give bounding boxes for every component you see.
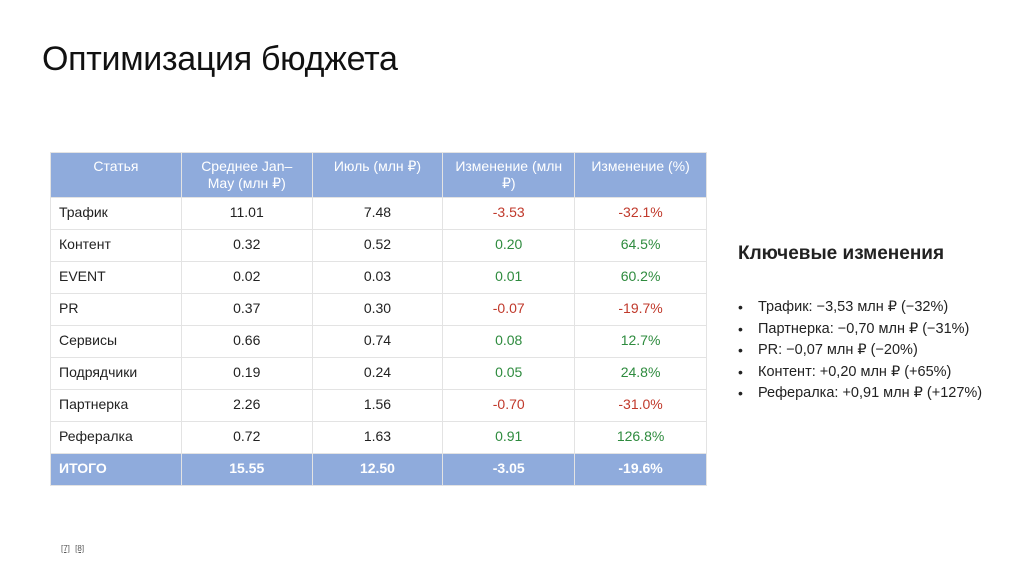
row-label: Контент [50, 229, 182, 262]
key-change-text: Контент: +0,20 млн ₽ (+65%) [758, 363, 952, 380]
row-july: 0.30 [311, 293, 444, 326]
row-july: 0.52 [311, 229, 444, 262]
row-change: 0.08 [442, 325, 576, 358]
row-july: 0.03 [311, 261, 444, 294]
bullet-icon: • [738, 342, 743, 358]
row-change-pct: 126.8% [574, 421, 707, 454]
row-change-pct: 12.7% [574, 325, 707, 358]
row-change-pct: -19.7% [574, 293, 707, 326]
row-july: 1.63 [311, 421, 444, 454]
table-row: Трафик 11.01 7.48 -3.53 -32.1% [50, 197, 707, 230]
row-avg: 0.02 [180, 261, 313, 294]
row-july: 0.74 [311, 325, 444, 358]
row-change-pct: 64.5% [574, 229, 707, 262]
footnote-link[interactable]: [8] [75, 544, 85, 553]
key-change-item: • Партнерка: −0,70 млн ₽ (−31%) [738, 319, 1018, 341]
row-change-pct: -31.0% [574, 389, 707, 422]
key-change-text: PR: −0,07 млн ₽ (−20%) [758, 342, 918, 358]
bullet-icon: • [738, 320, 743, 337]
table-header-row: Статья Среднее Jan–May (млн ₽) Июль (млн… [50, 152, 707, 198]
row-change: -0.07 [442, 293, 576, 326]
row-change: 0.05 [442, 357, 576, 390]
row-avg: 0.66 [180, 325, 313, 358]
table-row: Подрядчики 0.19 0.24 0.05 24.8% [50, 357, 707, 390]
row-change: -3.53 [442, 197, 576, 230]
row-label: Рефералка [50, 421, 182, 454]
table-row: Рефералка 0.72 1.63 0.91 126.8% [50, 421, 707, 454]
row-label: Сервисы [50, 325, 182, 358]
row-change-pct: 24.8% [574, 357, 707, 390]
row-label: Подрядчики [50, 357, 182, 390]
row-avg: 0.37 [180, 293, 313, 326]
row-july: 7.48 [311, 197, 444, 230]
key-change-item: • Трафик: −3,53 млн ₽ (−32%) [738, 297, 1018, 319]
key-change-text: Партнерка: −0,70 млн ₽ (−31%) [758, 320, 970, 337]
key-change-item: • PR: −0,07 млн ₽ (−20%) [738, 340, 1018, 362]
row-avg: 11.01 [180, 197, 313, 230]
row-label: PR [50, 293, 182, 326]
footnote-link[interactable]: [7] [61, 544, 70, 553]
total-july: 12.50 [311, 453, 444, 486]
row-change-pct: 60.2% [574, 261, 707, 294]
table-body: Трафик 11.01 7.48 -3.53 -32.1% Контент 0.32 0.5… [50, 197, 707, 454]
header-change-pct: Изменение (%) [574, 152, 707, 198]
header-change: Изменение (млн ₽) [442, 152, 576, 198]
row-change: 0.20 [442, 229, 576, 262]
header-item: Статья [50, 152, 182, 198]
row-label: EVENT [50, 261, 182, 294]
header-july: Июль (млн ₽) [311, 152, 444, 198]
table-total-row: ИТОГО 15.55 12.50 -3.05 -19.6% [50, 453, 707, 486]
row-avg: 0.19 [180, 357, 313, 390]
row-july: 1.56 [311, 389, 444, 422]
row-change: 0.91 [442, 421, 576, 454]
key-change-text: Трафик: −3,53 млн ₽ (−32%) [758, 299, 949, 315]
key-changes-list: • Трафик: −3,53 млн ₽ (−32%) • Партнерка: −… [738, 297, 1018, 405]
table-row: Контент 0.32 0.52 0.20 64.5% [50, 229, 707, 262]
key-changes-heading: Ключевые изменения [738, 243, 945, 264]
key-change-item: • Контент: +0,20 млн ₽ (+65%) [738, 362, 1018, 384]
key-change-text: Рефералка: +0,91 млн ₽ (+127%) [758, 385, 983, 401]
row-change-pct: -32.1% [574, 197, 707, 230]
total-avg: 15.55 [180, 453, 313, 486]
row-change: -0.70 [442, 389, 576, 422]
header-avg: Среднее Jan–May (млн ₽) [180, 152, 313, 198]
budget-table: Статья Среднее Jan–May (млн ₽) Июль (млн… [50, 152, 707, 486]
table-row: EVENT 0.02 0.03 0.01 60.2% [50, 261, 707, 294]
bullet-icon: • [738, 385, 743, 401]
key-change-item: • Рефералка: +0,91 млн ₽ (+127%) [738, 383, 1018, 405]
row-change: 0.01 [442, 261, 576, 294]
total-change-pct: -19.6% [574, 453, 707, 486]
row-label: Партнерка [50, 389, 182, 422]
row-avg: 2.26 [180, 389, 313, 422]
table-row: Партнерка 2.26 1.56 -0.70 -31.0% [50, 389, 707, 422]
total-change: -3.05 [442, 453, 576, 486]
table-row: PR 0.37 0.30 -0.07 -19.7% [50, 293, 707, 326]
page-title: Оптимизация бюджета [42, 40, 398, 78]
key-changes-panel: Ключевые изменения • Трафик: −3,53 млн ₽ … [738, 243, 1018, 405]
table-row: Сервисы 0.66 0.74 0.08 12.7% [50, 325, 707, 358]
row-label: Трафик [50, 197, 182, 230]
row-july: 0.24 [311, 357, 444, 390]
bullet-icon: • [738, 363, 743, 380]
footnotes: [7] [8] [61, 544, 87, 553]
bullet-icon: • [738, 299, 743, 315]
row-avg: 0.72 [180, 421, 313, 454]
row-avg: 0.32 [180, 229, 313, 262]
total-label: ИТОГО [50, 453, 182, 486]
